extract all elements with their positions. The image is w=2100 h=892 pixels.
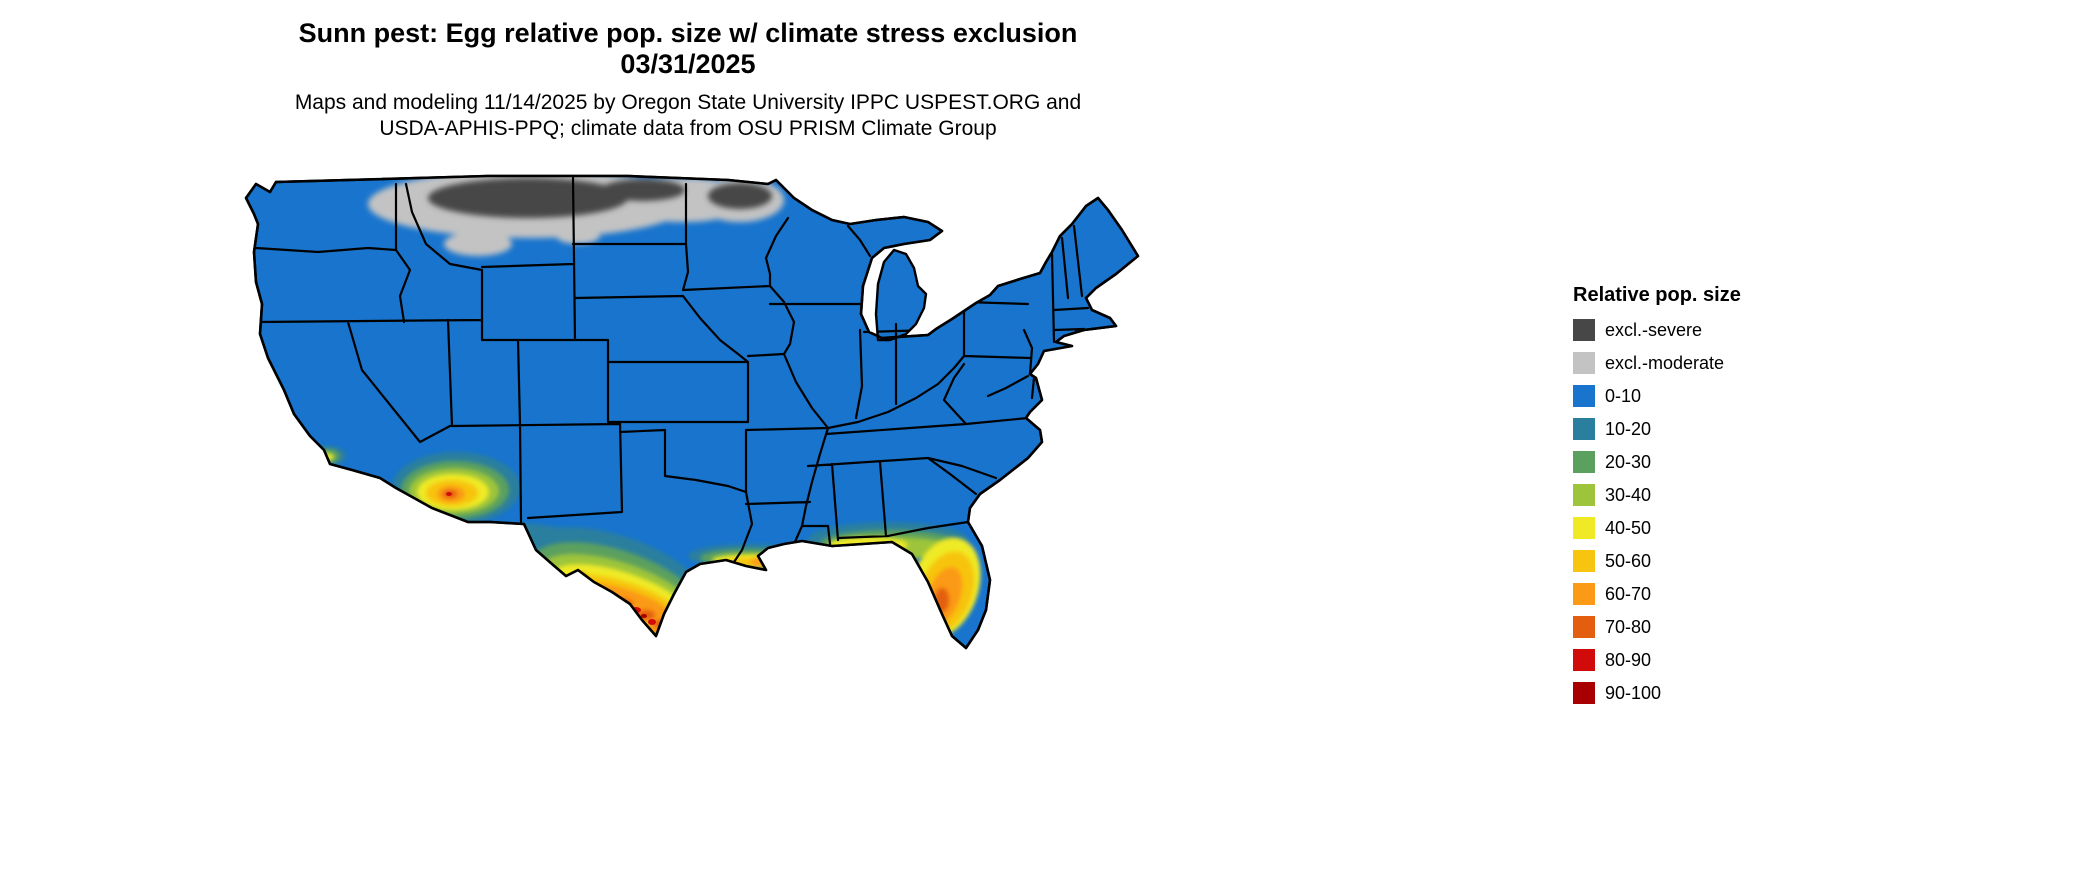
conus-land — [244, 174, 1140, 650]
legend-swatch-30-40 — [1573, 484, 1595, 506]
legend-item-90-100: 90-100 — [1573, 682, 1741, 704]
legend-item-40-50: 40-50 — [1573, 517, 1741, 539]
legend-label: excl.-moderate — [1605, 352, 1725, 373]
subtitle-line-1: Maps and modeling 11/14/2025 by Oregon S… — [294, 91, 1082, 114]
legend-label: 70-80 — [1605, 616, 1652, 637]
legend-label: excl.-severe — [1605, 319, 1703, 340]
legend-item-0-10: 0-10 — [1573, 385, 1741, 407]
excl-severe-overlay — [428, 178, 772, 218]
legend-item-excl-severe: excl.-severe — [1573, 319, 1741, 341]
legend-label: 0-10 — [1605, 385, 1642, 406]
legend-label: 10-20 — [1605, 418, 1652, 439]
legend-swatch-40-50 — [1573, 517, 1595, 539]
legend-item-30-40: 30-40 — [1573, 484, 1741, 506]
legend-item-60-70: 60-70 — [1573, 583, 1741, 605]
legend-swatch-20-30 — [1573, 451, 1595, 473]
legend-item-70-80: 70-80 — [1573, 616, 1741, 638]
michigan-mitten — [874, 248, 928, 342]
title-date: 03/31/2025 — [620, 49, 756, 79]
legend-swatch-excl-moderate — [1573, 352, 1595, 374]
legend-item-50-60: 50-60 — [1573, 550, 1741, 572]
title-line-1: Sunn pest: Egg relative pop. size w/ cli… — [298, 18, 1078, 48]
legend-label: 90-100 — [1605, 682, 1662, 703]
legend-label: 50-60 — [1605, 550, 1652, 571]
us-map-svg — [244, 174, 1140, 650]
legend-label: 20-30 — [1605, 451, 1652, 472]
map-title: Sunn pest: Egg relative pop. size w/ cli… — [0, 18, 1376, 80]
us-map — [228, 172, 1148, 672]
legend-label: 30-40 — [1605, 484, 1652, 505]
legend-label: 80-90 — [1605, 649, 1652, 670]
legend-swatch-50-60 — [1573, 550, 1595, 572]
legend-swatch-60-70 — [1573, 583, 1595, 605]
legend-item-excl-moderate: excl.-moderate — [1573, 352, 1741, 374]
legend-item-10-20: 10-20 — [1573, 418, 1741, 440]
legend-swatch-10-20 — [1573, 418, 1595, 440]
legend-swatch-excl-severe — [1573, 319, 1595, 341]
legend-label: 40-50 — [1605, 517, 1652, 538]
legend-swatch-0-10 — [1573, 385, 1595, 407]
legend-swatch-70-80 — [1573, 616, 1595, 638]
map-legend: Relative pop. size excl.-severe excl.-mo… — [1573, 284, 1741, 715]
legend-title: Relative pop. size — [1573, 284, 1741, 306]
subtitle-line-2: USDA-APHIS-PPQ; climate data from OSU PR… — [379, 117, 997, 140]
legend-swatch-80-90 — [1573, 649, 1595, 671]
legend-item-80-90: 80-90 — [1573, 649, 1741, 671]
legend-label: 60-70 — [1605, 583, 1652, 604]
conus-outline — [244, 174, 1140, 650]
legend-swatch-90-100 — [1573, 682, 1595, 704]
legend-item-20-30: 20-30 — [1573, 451, 1741, 473]
map-subtitle: Maps and modeling 11/14/2025 by Oregon S… — [0, 90, 1376, 142]
